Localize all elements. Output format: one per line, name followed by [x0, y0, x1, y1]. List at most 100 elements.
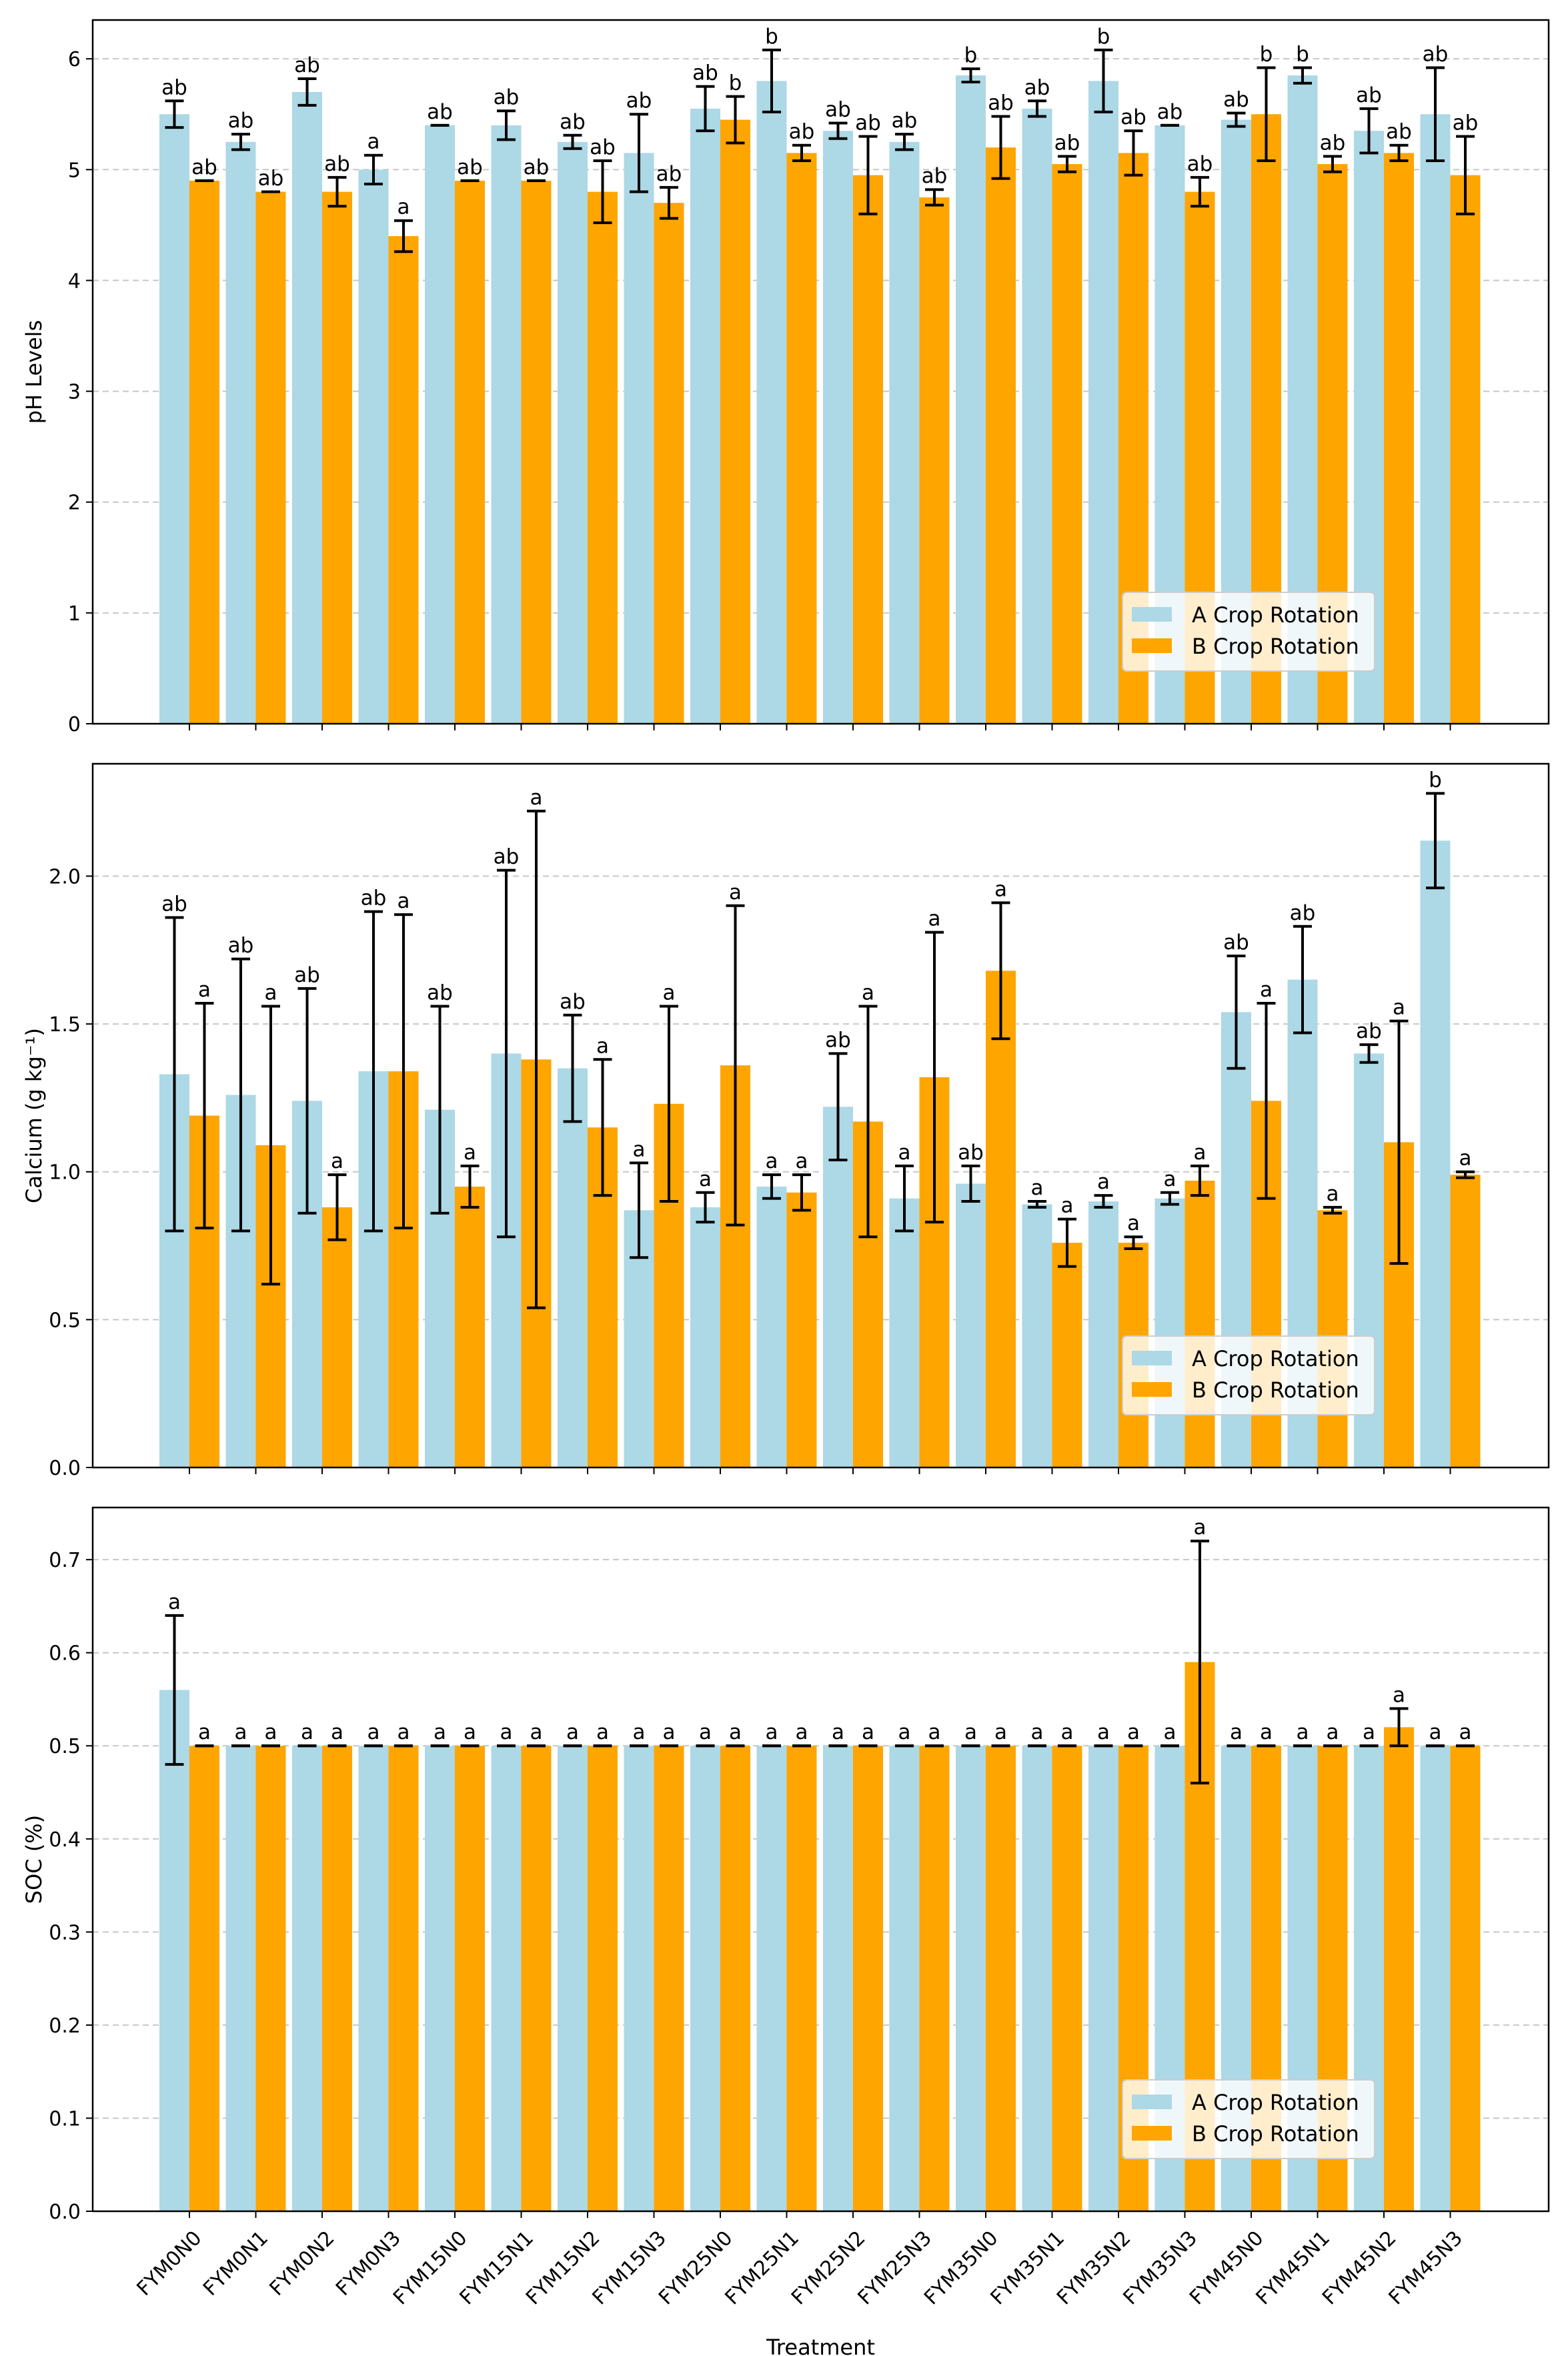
- significance-label: ab: [1356, 1019, 1382, 1043]
- significance-label: a: [530, 1720, 543, 1744]
- significance-label: a: [699, 1167, 712, 1191]
- legend-box: [1122, 2079, 1375, 2159]
- significance-label: ab: [892, 109, 918, 133]
- significance-label: a: [235, 1720, 247, 1744]
- bar: [889, 1198, 920, 1467]
- y-tick-label: 0.0: [49, 2201, 81, 2224]
- bar: [1450, 175, 1481, 724]
- significance-label: a: [832, 1720, 844, 1744]
- y-tick-label: 0.1: [49, 2107, 81, 2131]
- significance-label: a: [1260, 1720, 1273, 1744]
- bar: [292, 1746, 322, 2211]
- significance-label: a: [500, 1720, 513, 1744]
- significance-label: a: [729, 1720, 742, 1744]
- bar: [986, 1746, 1016, 2211]
- significance-label: ab: [361, 887, 387, 911]
- bar: [919, 197, 950, 724]
- significance-label: b: [1097, 25, 1110, 49]
- bar: [1450, 1746, 1481, 2211]
- significance-label: ab: [1223, 931, 1249, 955]
- bar: [956, 1183, 986, 1467]
- significance-label: a: [198, 978, 211, 1002]
- significance-label: ab: [1024, 75, 1050, 99]
- y-axis-label: pH Levels: [21, 320, 47, 424]
- bar: [823, 1107, 853, 1467]
- significance-label: a: [596, 1034, 609, 1058]
- significance-label: ab: [191, 155, 217, 179]
- bar: [189, 1746, 219, 2211]
- legend: A Crop Rotation B Crop Rotation: [1122, 592, 1375, 672]
- bar: [491, 1746, 522, 2211]
- significance-label: ab: [1423, 42, 1449, 66]
- bar: [322, 1207, 352, 1467]
- bar: [455, 1746, 485, 2211]
- significance-label: a: [862, 981, 874, 1005]
- bar: [358, 1746, 389, 2211]
- bar: [1022, 1746, 1052, 2211]
- y-tick-label: 4: [68, 269, 81, 293]
- bar: [159, 114, 189, 724]
- bar: [255, 191, 286, 724]
- bar: [1420, 114, 1451, 724]
- bar: [521, 1746, 552, 2211]
- significance-label: a: [1393, 996, 1405, 1020]
- significance-label: ab: [560, 110, 586, 134]
- significance-label: a: [198, 1720, 211, 1744]
- bar: [292, 91, 322, 724]
- significance-label: a: [1459, 1720, 1472, 1744]
- bar: [986, 971, 1016, 1467]
- significance-label: a: [766, 1720, 778, 1744]
- significance-label: b: [729, 71, 742, 95]
- significance-label: ab: [427, 981, 453, 1005]
- significance-label: a: [633, 1137, 646, 1161]
- x-axis-label: Treatment: [766, 2335, 875, 2356]
- significance-label: a: [928, 1720, 941, 1744]
- significance-label: b: [964, 43, 978, 67]
- bar: [956, 1746, 986, 2211]
- legend: A Crop Rotation B Crop Rotation: [1122, 1335, 1375, 1415]
- significance-label: ab: [626, 89, 652, 113]
- bar: [588, 1746, 618, 2211]
- significance-label: a: [331, 1720, 343, 1744]
- bar: [455, 1186, 485, 1467]
- bar: [491, 125, 522, 724]
- significance-label: a: [766, 1149, 778, 1173]
- significance-label: ab: [560, 990, 586, 1014]
- y-tick-label: 6: [68, 48, 81, 71]
- y-tick-label: 2.0: [49, 865, 81, 889]
- bar: [654, 203, 684, 724]
- bar: [690, 108, 720, 724]
- significance-label: a: [1459, 1147, 1472, 1171]
- significance-label: a: [265, 981, 277, 1005]
- bar: [1052, 1746, 1082, 2211]
- bar: [756, 81, 787, 724]
- significance-label: ab: [1120, 105, 1146, 129]
- significance-label: ab: [1157, 100, 1183, 124]
- legend-box: [1122, 592, 1375, 672]
- y-tick-label: 5: [68, 159, 81, 182]
- significance-label: a: [1127, 1211, 1140, 1235]
- y-tick-label: 1.5: [49, 1013, 81, 1037]
- legend-swatch: [1132, 638, 1172, 653]
- bar: [720, 119, 750, 724]
- bar: [1052, 1243, 1082, 1467]
- y-tick-label: 1.0: [49, 1161, 81, 1185]
- significance-label: a: [796, 1149, 808, 1173]
- bar: [322, 1746, 352, 2211]
- bar: [919, 1746, 950, 2211]
- significance-label: ab: [161, 893, 187, 917]
- significance-label: ab: [1290, 901, 1316, 925]
- legend-swatch: [1132, 2095, 1172, 2109]
- bar: [425, 1746, 455, 2211]
- significance-label: a: [663, 1720, 676, 1744]
- bar: [786, 153, 817, 724]
- significance-label: a: [1097, 1170, 1110, 1194]
- legend-swatch: [1132, 2126, 1172, 2141]
- significance-label: ab: [427, 100, 453, 124]
- bar: [1052, 163, 1082, 724]
- significance-label: a: [1327, 1182, 1339, 1206]
- bar: [1384, 153, 1414, 724]
